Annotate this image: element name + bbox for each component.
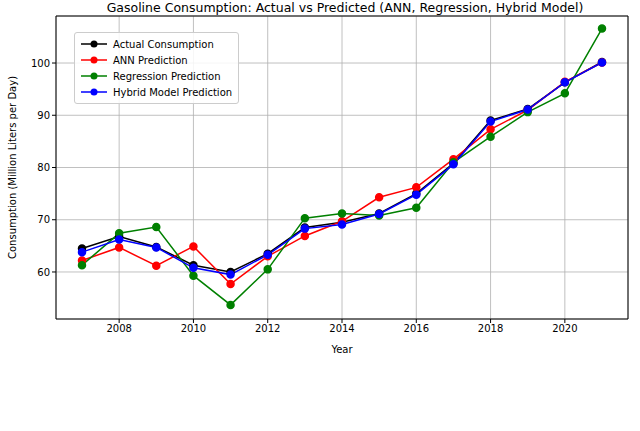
svg-text:2008: 2008 <box>106 323 131 334</box>
svg-text:100: 100 <box>31 58 50 69</box>
html-text:ANN Prediction: ANN Prediction <box>113 54 188 66</box>
svg-text:2020: 2020 <box>552 323 577 334</box>
svg-text:90: 90 <box>37 110 50 121</box>
html-text:Actual Consumption: Actual Consumption <box>113 38 214 50</box>
svg-text:60: 60 <box>37 267 50 278</box>
html-text:Regression Prediction: Regression Prediction <box>113 70 221 82</box>
svg-text:2014: 2014 <box>329 323 354 334</box>
svg-text:2012: 2012 <box>255 323 280 334</box>
svg-text:2018: 2018 <box>478 323 503 334</box>
html-text:Gasoline Consumption: Actual v: Gasoline Consumption: Actual vs Predicte… <box>106 0 584 15</box>
svg-text:Year: Year <box>330 344 353 355</box>
svg-text:2010: 2010 <box>181 323 206 334</box>
svg-text:Consumption (Million Liters pe: Consumption (Million Liters per Day) <box>8 76 18 259</box>
svg-text:80: 80 <box>37 162 50 173</box>
svg-text:2016: 2016 <box>404 323 429 334</box>
html-text:Hybrid Model Prediction: Hybrid Model Prediction <box>113 86 233 98</box>
svg-text:70: 70 <box>37 214 50 225</box>
